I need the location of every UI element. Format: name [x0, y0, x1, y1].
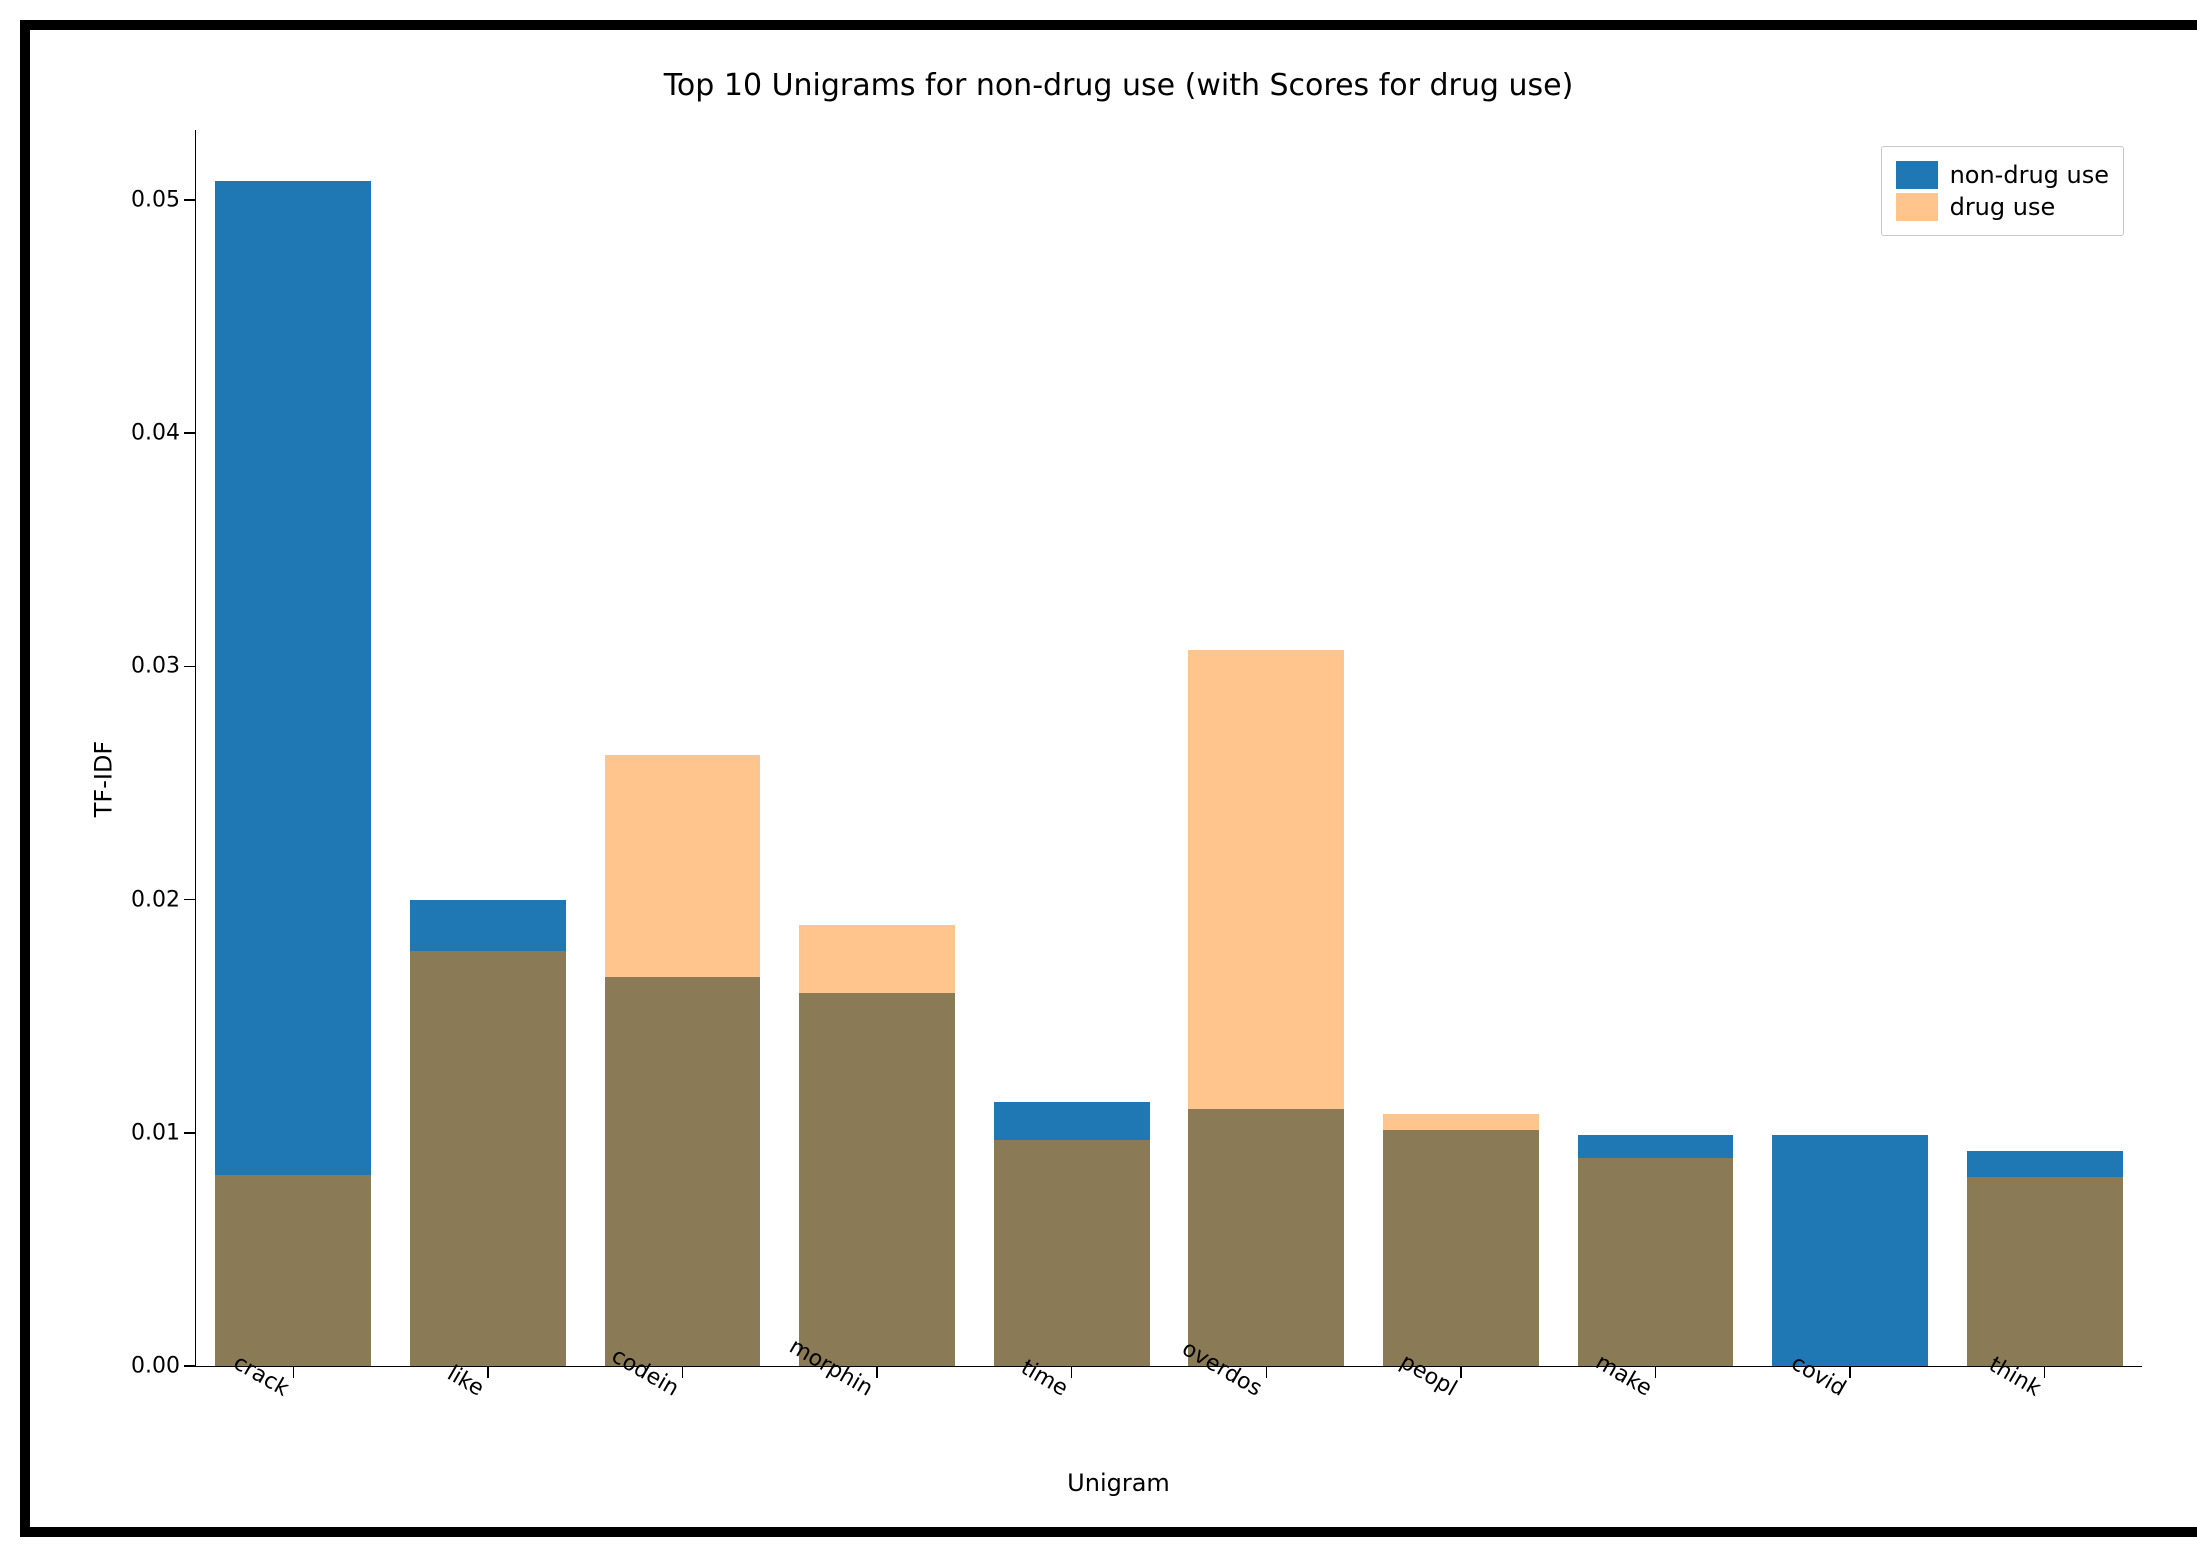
y-tick — [184, 1365, 196, 1367]
legend-swatch — [1896, 193, 1938, 221]
y-tick-label: 0.04 — [131, 421, 180, 446]
x-tick — [1071, 1366, 1073, 1378]
y-tick-label: 0.03 — [131, 654, 180, 679]
bar-overlap — [1578, 1158, 1734, 1366]
x-tick-label: like — [443, 1361, 488, 1402]
plot-area: non-drug usedrug use 0.000.010.020.030.0… — [195, 130, 2142, 1367]
bar-drug-use — [1188, 650, 1344, 1109]
y-tick — [184, 666, 196, 668]
x-tick — [876, 1366, 878, 1378]
bar-overlap — [605, 977, 761, 1366]
legend-swatch — [1896, 161, 1938, 189]
y-tick — [184, 1132, 196, 1134]
bar-overlap — [1383, 1130, 1539, 1366]
legend: non-drug use drug use — [1881, 146, 2124, 236]
y-axis-label: TF-IDF — [89, 740, 117, 817]
bar-drug-use — [1383, 1114, 1539, 1130]
x-tick — [487, 1366, 489, 1378]
legend-item: drug use — [1896, 193, 2109, 221]
x-tick — [2044, 1366, 2046, 1378]
y-tick — [184, 432, 196, 434]
x-tick — [1849, 1366, 1851, 1378]
bar-drug-use — [605, 755, 761, 977]
legend-item: non-drug use — [1896, 161, 2109, 189]
x-tick — [682, 1366, 684, 1378]
bar-overlap — [410, 951, 566, 1366]
y-tick-label: 0.00 — [131, 1354, 180, 1379]
y-tick-label: 0.02 — [131, 887, 180, 912]
chart-frame: Top 10 Unigrams for non-drug use (with S… — [20, 20, 2197, 1537]
y-tick-label: 0.05 — [131, 187, 180, 212]
bar-non-drug-use — [1772, 1135, 1928, 1366]
x-tick — [1460, 1366, 1462, 1378]
x-tick — [1266, 1366, 1268, 1378]
x-tick — [1655, 1366, 1657, 1378]
bar-overlap — [215, 1175, 371, 1366]
bar-overlap — [1188, 1109, 1344, 1366]
y-tick-label: 0.01 — [131, 1120, 180, 1145]
bar-drug-use — [799, 925, 955, 993]
y-tick — [184, 899, 196, 901]
plot-wrapper: Top 10 Unigrams for non-drug use (with S… — [65, 60, 2172, 1497]
x-tick — [293, 1366, 295, 1378]
bar-non-drug-use — [1967, 1151, 2123, 1177]
bar-non-drug-use — [215, 181, 371, 1174]
legend-label: non-drug use — [1950, 161, 2109, 189]
bar-overlap — [994, 1140, 1150, 1366]
y-tick — [184, 199, 196, 201]
legend-label: drug use — [1950, 193, 2056, 221]
bar-non-drug-use — [994, 1102, 1150, 1139]
x-axis-label: Unigram — [65, 1469, 2172, 1497]
bar-overlap — [799, 993, 955, 1366]
bar-non-drug-use — [410, 900, 566, 951]
bar-overlap — [1967, 1177, 2123, 1366]
bar-non-drug-use — [1578, 1135, 1734, 1158]
chart-title: Top 10 Unigrams for non-drug use (with S… — [65, 68, 2172, 103]
